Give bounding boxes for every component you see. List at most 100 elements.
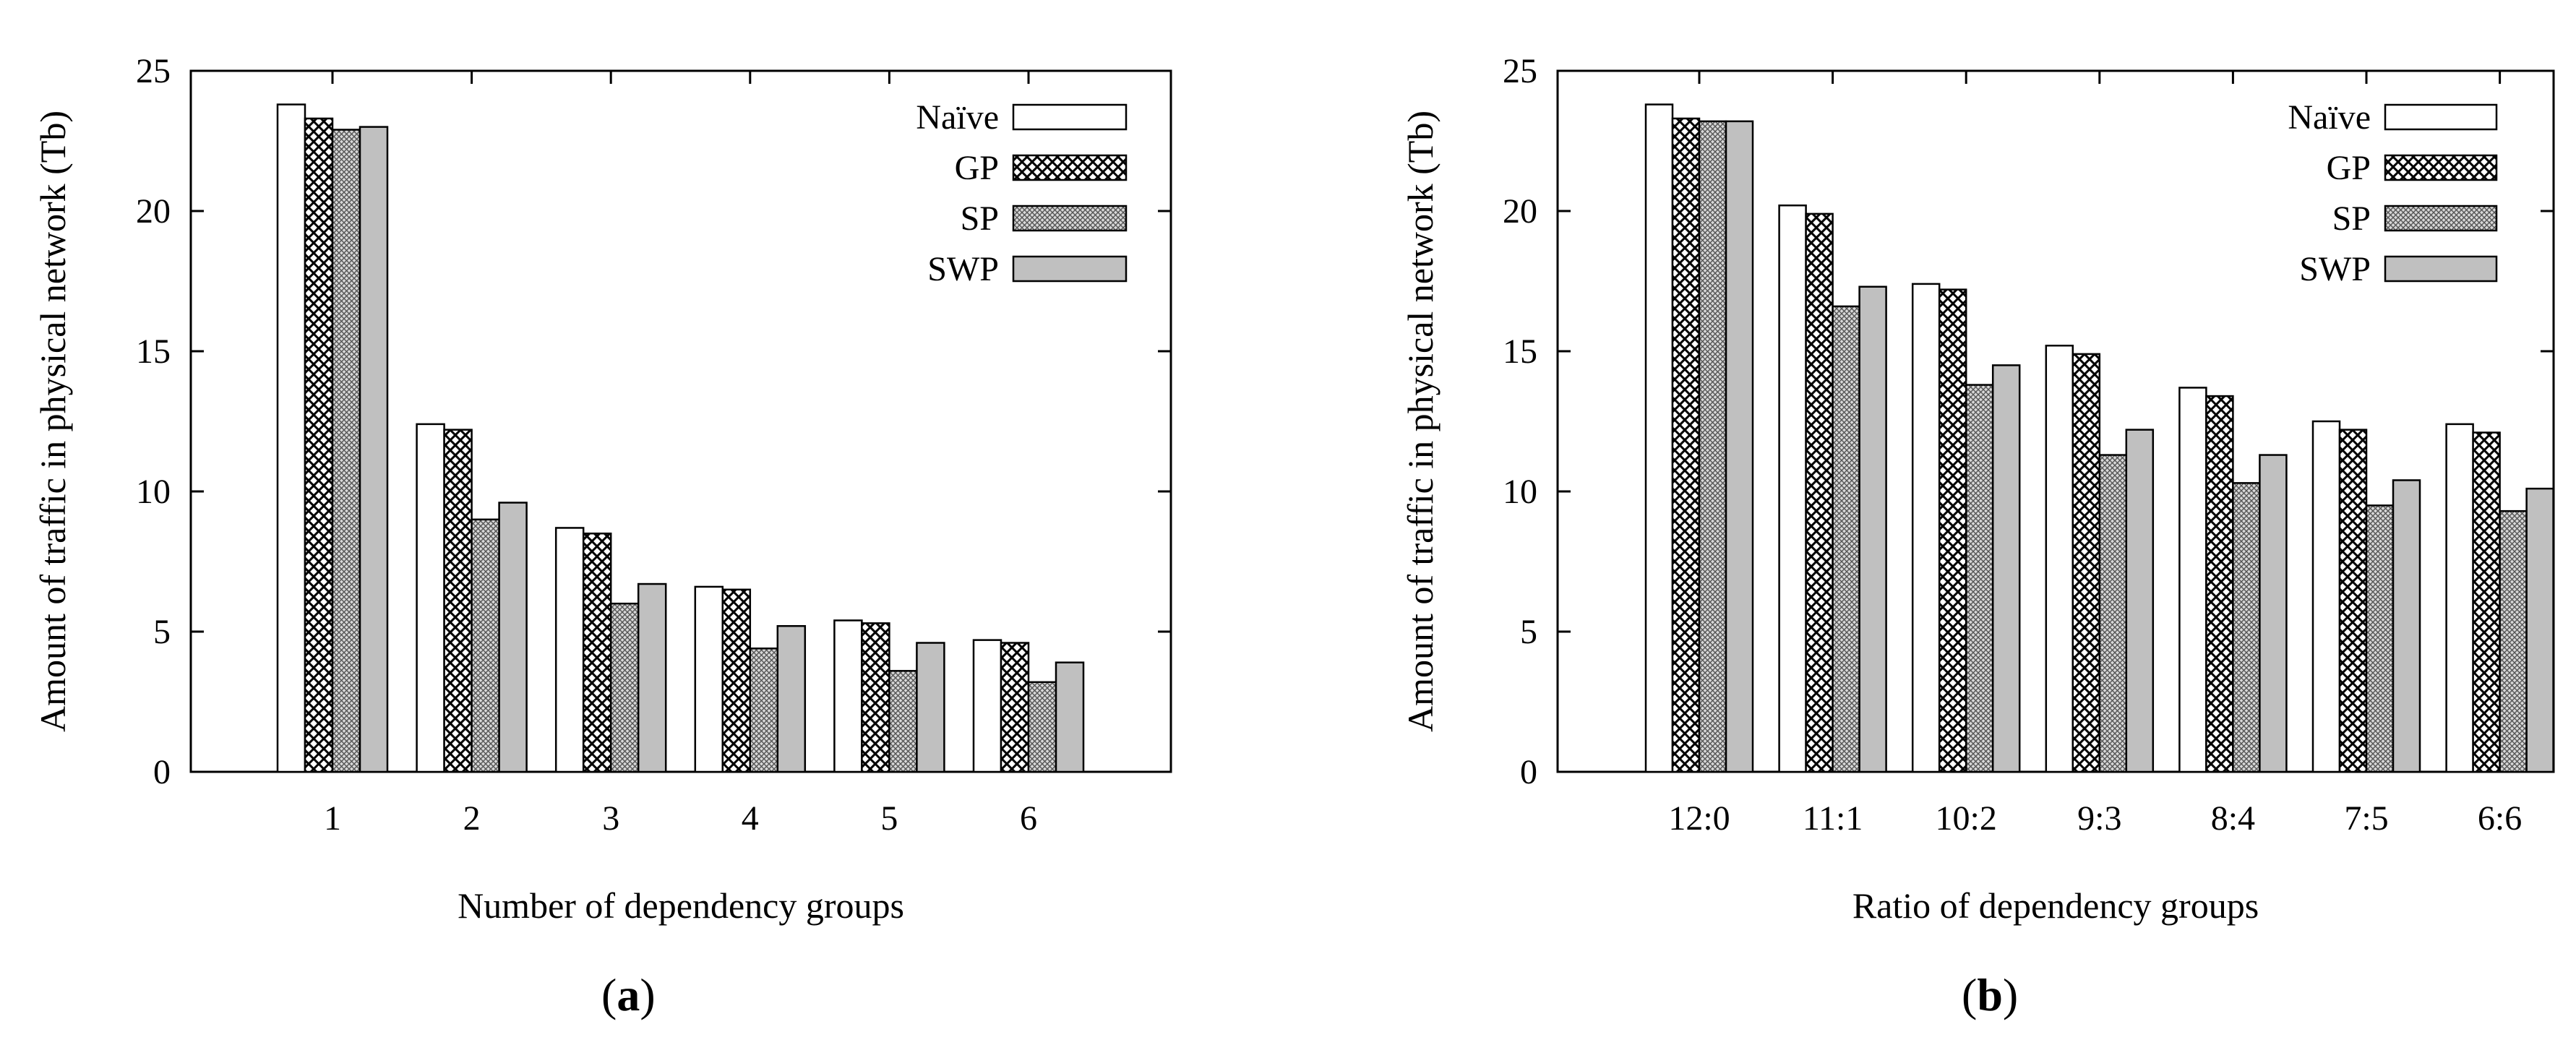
legend-swatch (1012, 103, 1128, 131)
bar-nave-1 (276, 103, 306, 773)
y-tick-label: 0 (153, 753, 171, 791)
bar-swp-5 (916, 642, 945, 773)
x-tick-label: 6:6 (2478, 799, 2522, 838)
chart-panel-b: 0 5 10 15 20 25 12:0 11:1 10:2 9:3 8:4 7:5 6:6 Naïv… (1400, 52, 2555, 1020)
bar-swp-3 (637, 582, 667, 773)
bar-swp-1 (359, 126, 389, 773)
bar-sp-2 (471, 518, 500, 773)
x-tick-label: 3 (602, 799, 619, 838)
legend-swatch (2384, 103, 2498, 131)
legend-a: Naïve GP SP SWP (916, 98, 1128, 288)
x-tick-label: 1 (324, 799, 341, 838)
legend-label: SWP (2299, 250, 2371, 288)
bar-nave-7 (2445, 423, 2474, 773)
x-tick-label: 9:3 (2077, 799, 2121, 838)
legend-swatch (1012, 154, 1128, 181)
bar-gp-5 (2205, 395, 2234, 773)
bar-swp-4 (776, 624, 807, 773)
panel-label-a: (a) (601, 969, 656, 1020)
bar-swp-2 (1858, 285, 1887, 773)
bar-swp-5 (2259, 454, 2288, 773)
x-tick-label: 2 (463, 799, 481, 838)
legend-swatch (1012, 205, 1128, 232)
legend-label: Naïve (916, 98, 999, 137)
legend-swatch (2384, 154, 2498, 181)
x-tick-label: 12:0 (1668, 799, 1730, 838)
bar-swp-7 (2525, 487, 2554, 773)
y-axis-a: 0 5 10 15 20 25 (136, 52, 1171, 791)
bar-gp-4 (721, 588, 752, 773)
bar-sp-3 (609, 602, 640, 773)
bar-gp-2 (1805, 212, 1834, 773)
x-axis-title-a: Number of dependency groups (458, 885, 904, 926)
bar-sp-4 (749, 648, 779, 773)
bar-sp-5 (888, 670, 918, 773)
y-axis-title-b: Amount of traffic in physical network (T… (1400, 111, 1441, 732)
bar-nave-1 (1644, 103, 1674, 773)
bar-nave-6 (972, 639, 1003, 773)
legend-label: GP (2327, 149, 2371, 187)
y-tick-label: 5 (1520, 613, 1537, 651)
bar-swp-2 (498, 502, 528, 773)
x-tick-label: 6 (1020, 799, 1037, 838)
legend-label: Naïve (2288, 98, 2371, 137)
legend-swatch (2384, 205, 2498, 232)
legend-swatch (2384, 255, 2498, 283)
bar-gp-6 (2338, 429, 2368, 773)
legend-b: Naïve GP SP SWP (2288, 98, 2498, 288)
bar-nave-3 (1911, 283, 1941, 773)
y-tick-label: 20 (1503, 192, 1537, 231)
bar-nave-4 (2045, 344, 2074, 773)
x-axis-title-b: Ratio of dependency groups (1852, 885, 2259, 926)
bar-gp-3 (1938, 288, 1967, 773)
x-axis-b: 12:0 11:1 10:2 9:3 8:4 7:5 6:6 (1668, 71, 2522, 838)
bar-gp-5 (861, 622, 890, 773)
y-tick-label: 15 (136, 332, 171, 371)
y-tick-label: 15 (1503, 332, 1537, 371)
y-axis-title-a: Amount of traffic in physical network (T… (33, 111, 73, 732)
bar-gp-1 (1671, 117, 1701, 773)
bar-nave-5 (833, 619, 863, 773)
x-tick-label: 11:1 (1803, 799, 1863, 838)
plot-frame-a (189, 69, 1172, 773)
bar-sp-1 (331, 129, 361, 773)
y-tick-label: 25 (1503, 52, 1537, 90)
legend-label: SP (2332, 199, 2371, 238)
bar-gp-1 (304, 117, 334, 773)
legend-swatch (1012, 255, 1128, 283)
bar-swp-4 (2125, 429, 2155, 773)
legend-label: SWP (927, 250, 999, 288)
y-tick-label: 0 (1520, 753, 1537, 791)
bars-b (1644, 103, 2554, 773)
y-tick-label: 5 (153, 613, 171, 651)
bar-nave-5 (2178, 387, 2207, 773)
panel-label-b: (b) (1962, 969, 2018, 1020)
x-tick-label: 7:5 (2344, 799, 2388, 838)
bar-swp-6 (1055, 661, 1085, 773)
bar-sp-5 (2232, 482, 2261, 773)
y-tick-label: 10 (1503, 473, 1537, 511)
bar-sp-4 (2098, 454, 2128, 773)
bar-swp-1 (1725, 120, 1754, 773)
bar-sp-1 (1698, 120, 1727, 773)
x-tick-label: 4 (742, 799, 759, 838)
y-tick-label: 10 (136, 473, 171, 511)
chart-panel-a: 0 5 10 15 20 25 1 2 3 4 5 6 Naïve GP SP SWP Amount of… (33, 52, 1172, 1020)
bar-sp-6 (1027, 681, 1057, 773)
bars-a (276, 103, 1085, 773)
bar-gp-7 (2472, 431, 2501, 773)
bar-nave-2 (1778, 204, 1807, 773)
bar-nave-2 (416, 423, 445, 773)
legend-label: GP (955, 149, 999, 187)
bar-swp-3 (1991, 364, 2021, 773)
bar-sp-6 (2365, 504, 2395, 773)
x-tick-label: 10:2 (1936, 799, 1997, 838)
bar-nave-4 (694, 585, 724, 773)
bar-sp-3 (1965, 384, 1994, 773)
bar-sp-7 (2499, 509, 2528, 773)
bar-swp-6 (2392, 479, 2421, 773)
bar-gp-2 (443, 429, 473, 773)
legend-label: SP (961, 199, 999, 238)
bar-gp-4 (2071, 353, 2101, 773)
